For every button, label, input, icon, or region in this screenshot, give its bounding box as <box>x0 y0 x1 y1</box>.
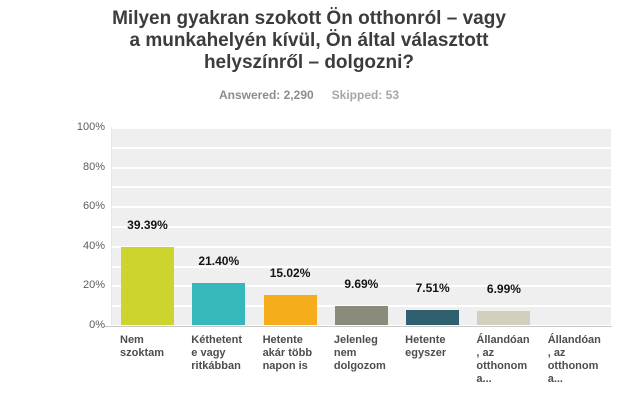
y-axis-tick-label: 60% <box>82 200 105 213</box>
x-axis-category-label: Állandóan , az otthonom a... <box>547 334 601 385</box>
x-axis-category-label: Nem szoktam <box>120 334 165 359</box>
bar <box>263 295 317 325</box>
response-stats: Answered: 2,290 Skipped: 53 <box>0 88 618 102</box>
skipped-count: Skipped: 53 <box>331 88 400 102</box>
bar <box>192 282 246 325</box>
x-axis-line <box>104 326 612 327</box>
y-axis-tick-label: 0% <box>89 319 105 331</box>
x-axis-category-label: Kéthetent e vagy ritkábban <box>191 334 243 372</box>
gridline <box>112 166 611 169</box>
x-axis-category-label: Jelenleg nem dolgozom <box>333 334 386 372</box>
gridline <box>112 265 611 268</box>
gridline <box>112 127 611 129</box>
x-axis-category-label: Hetente egyszer <box>405 334 447 359</box>
gridline <box>112 146 611 149</box>
bar <box>121 247 174 325</box>
y-axis-tick-label: 40% <box>82 239 105 252</box>
answered-count: Answered: 2,290 <box>218 88 314 102</box>
x-axis-category-label: Állandóan , az otthonom a... <box>476 334 530 385</box>
gridline <box>112 226 611 228</box>
plot-area: 39.39% 21.40% 15.02% 9.69% 7.51% 6.99% <box>111 127 611 325</box>
bar-value-label: 15.02% <box>269 266 311 281</box>
gridline <box>112 285 611 288</box>
y-axis-tick-label: 20% <box>82 279 105 292</box>
chart-title: Milyen gyakran szokott Ön otthonról – va… <box>112 8 506 73</box>
bar-value-label: 9.69% <box>344 276 379 291</box>
bar <box>334 305 388 325</box>
bar <box>477 311 531 325</box>
gridline <box>112 245 611 248</box>
x-axis-category-label: Hetente akár több napon is <box>262 334 313 372</box>
bar-value-label: 39.39% <box>127 218 168 232</box>
bar-value-label: 21.40% <box>198 253 240 268</box>
bar-value-label: 6.99% <box>486 282 521 297</box>
gridline <box>112 186 611 189</box>
bar-value-label: 7.51% <box>415 281 450 296</box>
bar <box>406 310 460 325</box>
y-axis-tick-label: 80% <box>82 160 105 173</box>
gridline <box>112 206 611 209</box>
y-axis-tick-label: 100% <box>76 121 105 133</box>
